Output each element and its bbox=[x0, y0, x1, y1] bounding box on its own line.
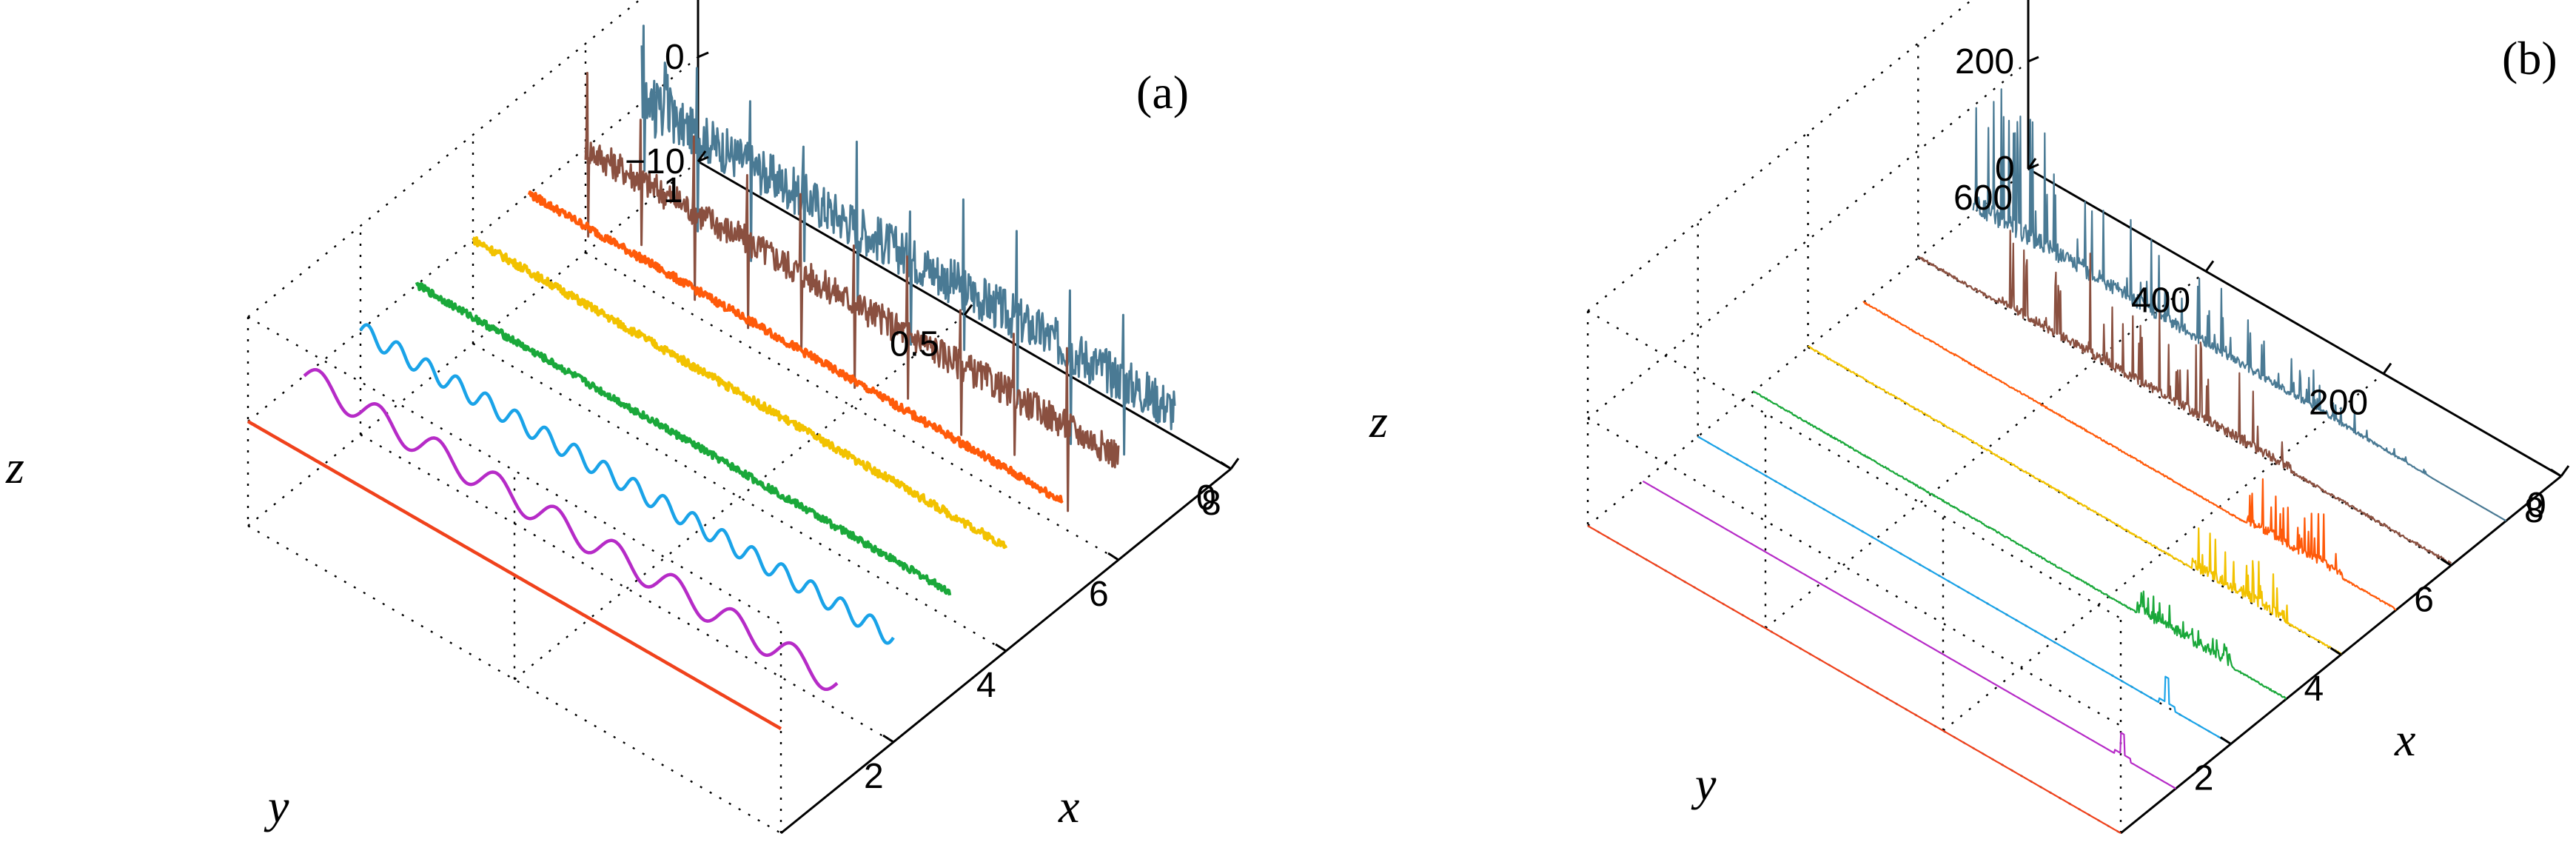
a-y-tick-label: 0.5 bbox=[890, 325, 939, 364]
b-x-tick-label: 2 bbox=[2194, 759, 2214, 798]
a-x-tick-label: 8 bbox=[1201, 484, 1221, 523]
chart-a-y-label: y bbox=[264, 780, 289, 832]
a-grid-line bbox=[472, 342, 1007, 652]
chart-b-ticks: 246802004006000200400 bbox=[1953, 42, 2570, 798]
a-x-tick-label: 6 bbox=[1089, 575, 1109, 614]
chart-a-series-x3 bbox=[415, 281, 952, 596]
a-grid-line bbox=[585, 251, 1119, 561]
chart-b-series-x3 bbox=[1753, 390, 2287, 700]
b-y-tick bbox=[2204, 260, 2215, 273]
b-x-tick bbox=[2440, 558, 2452, 567]
a-box-edge bbox=[247, 0, 641, 318]
chart-a-series-x6 bbox=[584, 72, 1120, 512]
chart-a-panel-label: (a) bbox=[1136, 66, 1189, 118]
chart-b-series-x4 bbox=[1807, 345, 2342, 655]
a-x-tick-label: 4 bbox=[976, 666, 996, 705]
chart-a-series bbox=[246, 24, 1176, 730]
chart-b-series bbox=[1587, 88, 2507, 834]
b-z-tick bbox=[2027, 163, 2039, 170]
a-x-tick bbox=[995, 643, 1007, 652]
b-grid-line bbox=[1587, 61, 2029, 419]
a-y-tick bbox=[1230, 458, 1240, 470]
b-y-tick bbox=[2382, 362, 2392, 375]
chart-a-series-x4 bbox=[472, 236, 1008, 550]
b-y-tick-label: 200 bbox=[2309, 384, 2368, 423]
a-box-edge bbox=[247, 524, 782, 835]
chart-b-series-x0 bbox=[1587, 525, 2121, 834]
a-z-tick bbox=[697, 156, 709, 163]
a-z-tick bbox=[697, 51, 709, 59]
b-y-tick-label: 400 bbox=[2131, 281, 2190, 320]
b-grid-line bbox=[1807, 346, 2342, 656]
b-y-tick bbox=[2560, 465, 2570, 477]
chart-b-series-x2 bbox=[1697, 435, 2232, 745]
b-x-tick bbox=[2219, 736, 2232, 745]
b-x-tick-label: 8 bbox=[2524, 491, 2544, 530]
chart-b-frame bbox=[1586, 0, 2562, 835]
chart-b-x-label: x bbox=[2394, 713, 2415, 766]
b-y-axis-line bbox=[2027, 167, 2562, 478]
a-z-tick-label: 0 bbox=[665, 38, 685, 77]
chart-a-series-x5 bbox=[527, 190, 1064, 504]
chart-b-z-label: z bbox=[1369, 395, 1388, 447]
chart-b-series-x1 bbox=[1642, 480, 2176, 789]
chart-a-z-label: z bbox=[5, 441, 24, 493]
a-y-tick-label: 0 bbox=[1196, 478, 1216, 518]
chart-a-x-label: x bbox=[1058, 780, 1079, 832]
chart-a-series-x1 bbox=[303, 367, 839, 692]
b-grid-line bbox=[1587, 417, 2121, 727]
b-z-tick-label: 0 bbox=[1995, 150, 2015, 189]
a-box-edge bbox=[247, 315, 782, 626]
chart-b-series-x7 bbox=[1972, 88, 2507, 522]
chart-b-y-label: y bbox=[1691, 758, 1717, 810]
a-y-tick bbox=[963, 304, 973, 316]
b-x-tick bbox=[2550, 468, 2562, 478]
chart-b-panel-label: (b) bbox=[2502, 32, 2557, 84]
b-y-tick-label: 0 bbox=[2526, 486, 2546, 525]
chart-a-series-x2 bbox=[359, 323, 895, 645]
a-x-tick bbox=[1107, 552, 1119, 561]
a-grid-line bbox=[514, 314, 965, 681]
a-x-tick bbox=[882, 734, 894, 744]
b-x-tick-label: 6 bbox=[2414, 581, 2434, 620]
b-x-tick-label: 4 bbox=[2304, 669, 2324, 709]
chart-b-series-x5 bbox=[1862, 301, 2397, 611]
a-grid-line bbox=[360, 433, 894, 744]
a-x-tick-label: 2 bbox=[864, 757, 884, 796]
b-x-tick bbox=[2330, 647, 2342, 656]
b-y-tick-label: 600 bbox=[1953, 178, 2013, 218]
b-z-tick-label: 200 bbox=[1955, 42, 2014, 81]
chart-a-series-x0 bbox=[246, 420, 782, 730]
a-y-tick-label: 1 bbox=[663, 171, 683, 210]
b-z-tick bbox=[2027, 56, 2039, 63]
b-grid-line bbox=[1917, 257, 2452, 567]
a-z-tick-label: −10 bbox=[625, 142, 685, 181]
a-x-tick bbox=[1220, 461, 1232, 470]
b-box-edge bbox=[1587, 310, 2121, 620]
chart-b-series-x6 bbox=[1917, 230, 2452, 565]
